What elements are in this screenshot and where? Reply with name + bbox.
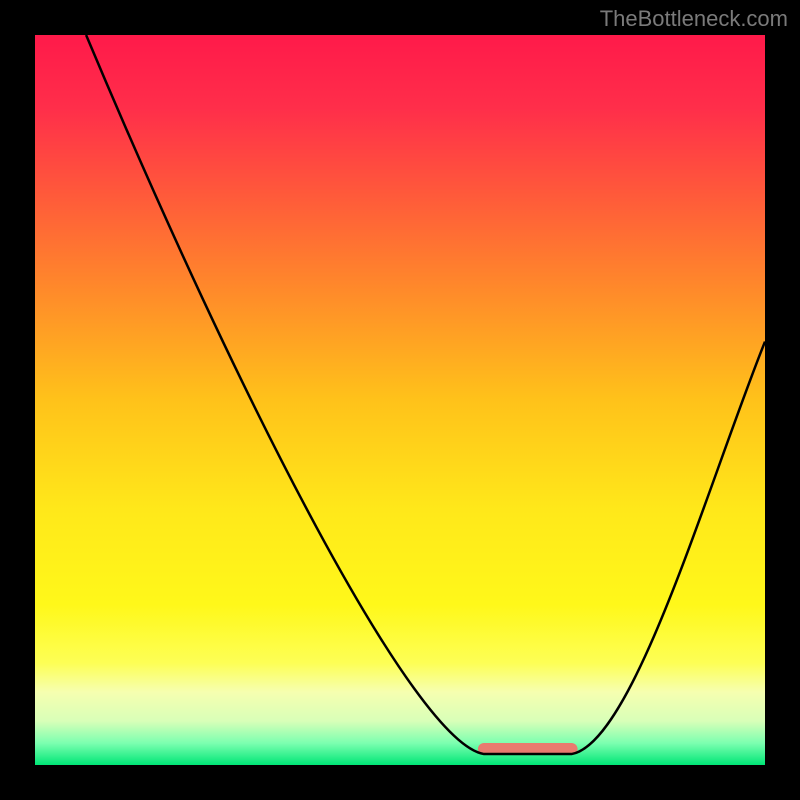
attribution-text: TheBottleneck.com	[600, 6, 788, 32]
chart-container: TheBottleneck.com	[0, 0, 800, 800]
gradient-background	[35, 35, 765, 765]
plot-area	[35, 35, 765, 765]
